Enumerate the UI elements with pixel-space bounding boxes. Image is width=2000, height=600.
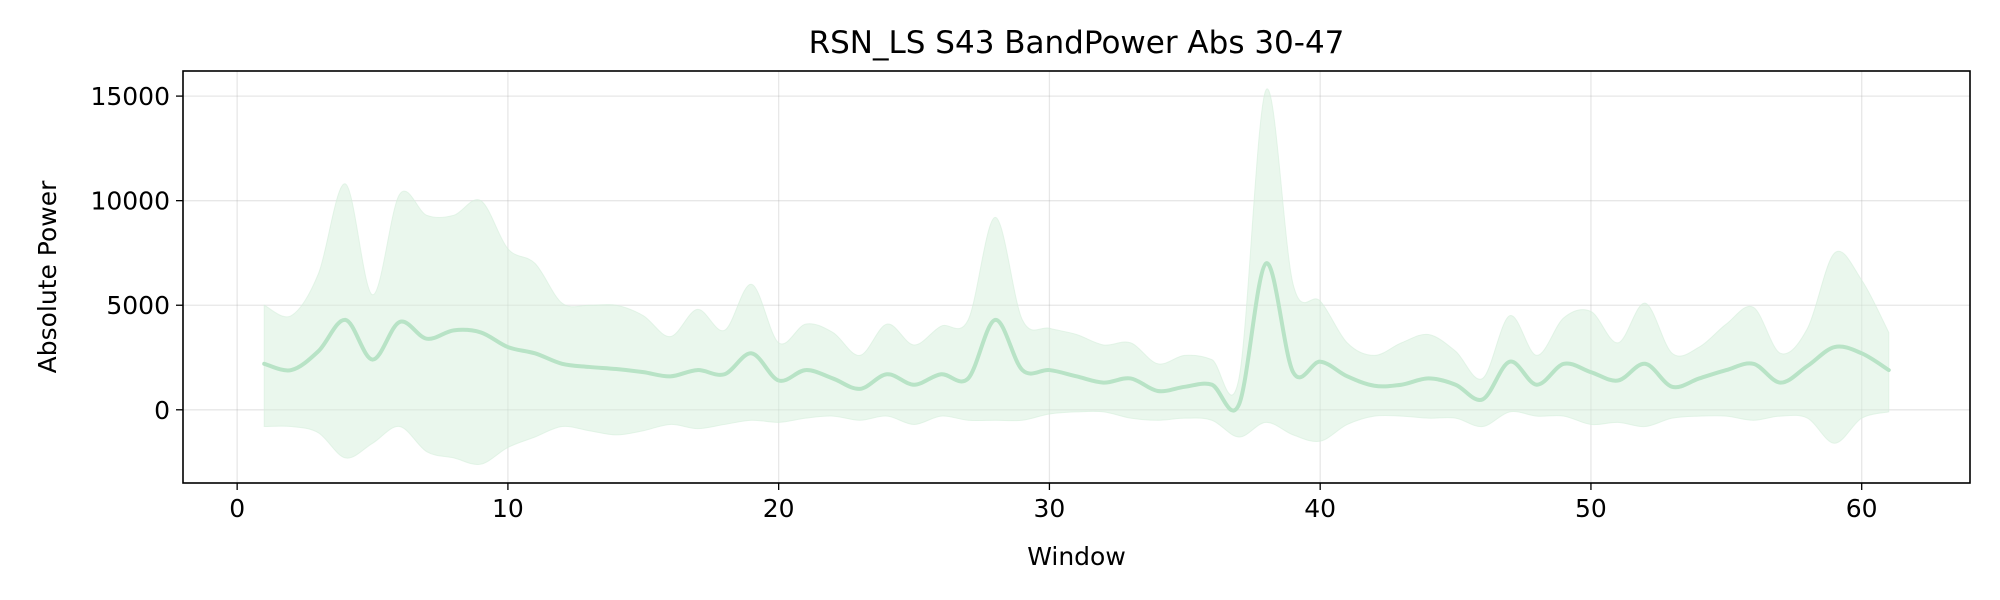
y-axis-label: Absolute Power xyxy=(33,180,62,374)
x-tick-label: 0 xyxy=(229,494,245,523)
chart-title: RSN_LS S43 BandPower Abs 30-47 xyxy=(809,25,1345,61)
x-tick-label: 10 xyxy=(492,494,524,523)
x-tick-label: 60 xyxy=(1846,494,1878,523)
y-tick-label: 0 xyxy=(154,396,170,425)
x-tick-label: 50 xyxy=(1575,494,1607,523)
x-tick-label: 20 xyxy=(763,494,795,523)
band-layer xyxy=(263,88,1890,465)
y-tick-label: 5000 xyxy=(106,291,170,320)
y-tick-label: 10000 xyxy=(90,187,170,216)
y-tick-label: 15000 xyxy=(90,82,170,111)
x-axis-label: Window xyxy=(1027,542,1126,571)
y-ticks: 0 5000 10000 15000 xyxy=(90,82,183,425)
plot-frame xyxy=(182,70,1971,484)
std-band xyxy=(263,88,1890,465)
x-ticks: 0 10 20 30 40 50 60 xyxy=(229,483,1878,523)
x-tick-label: 40 xyxy=(1304,494,1336,523)
mean-line xyxy=(262,261,1891,413)
x-tick-label: 30 xyxy=(1034,494,1066,523)
line-layer xyxy=(262,261,1891,413)
